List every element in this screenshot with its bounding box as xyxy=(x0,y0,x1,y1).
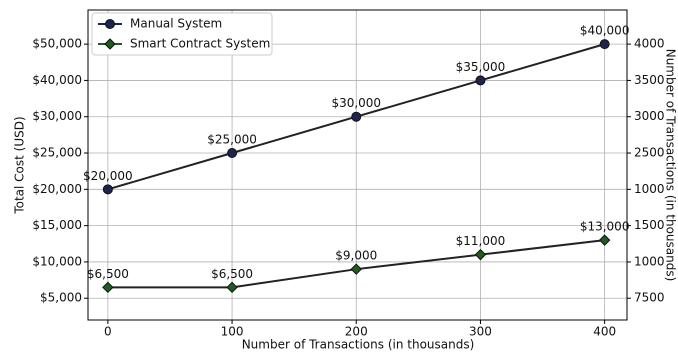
x-tick-label: 100 xyxy=(221,325,244,339)
y2-tick-label: 4000 xyxy=(634,37,665,51)
x-tick-label: 0 xyxy=(104,325,112,339)
marker xyxy=(474,248,487,261)
marker xyxy=(102,184,113,195)
y-tick-label: $40,000 xyxy=(32,73,82,87)
marker xyxy=(350,263,362,275)
y-tick-label: $10,000 xyxy=(32,254,82,268)
marker xyxy=(599,39,610,50)
y-tick-label: $30,000 xyxy=(32,109,82,123)
y-axis-title: Total Cost (USD) xyxy=(13,116,27,214)
marker xyxy=(598,234,611,246)
y2-tick-label: 7500 xyxy=(634,291,665,305)
data-label: $6,500 xyxy=(211,267,253,281)
x-tick-label: 200 xyxy=(345,325,368,339)
legend-box xyxy=(91,12,273,56)
data-label: $6,500 xyxy=(87,267,129,281)
y-tick-label: $5,000 xyxy=(40,291,82,305)
marker xyxy=(226,281,238,294)
y2-tick-label: 1000 xyxy=(634,182,665,196)
y2-tick-label: 2500 xyxy=(634,146,665,160)
data-label: $9,000 xyxy=(335,249,377,263)
legend-label: Manual System xyxy=(130,17,222,31)
y2-tick-label: 1500 xyxy=(634,218,665,232)
data-label: $40,000 xyxy=(580,24,630,38)
y-tick-label: $20,000 xyxy=(32,182,82,196)
data-label: $13,000 xyxy=(580,220,630,234)
data-label: $20,000 xyxy=(83,169,133,183)
y2-tick-label: 3500 xyxy=(634,73,665,87)
y2-tick-label: 3000 xyxy=(634,109,665,123)
data-label: $11,000 xyxy=(456,234,506,248)
data-label: $35,000 xyxy=(456,60,506,74)
y-tick-label: $25,000 xyxy=(32,146,82,160)
legend-marker xyxy=(104,38,116,50)
x-tick-label: 300 xyxy=(469,325,492,339)
marker xyxy=(475,75,486,86)
y-tick-label: $50,000 xyxy=(32,37,82,51)
y2-tick-label: 1000 xyxy=(634,254,665,268)
grid xyxy=(88,10,627,320)
x-tick-label: 400 xyxy=(593,325,616,339)
x-axis-title: Number of Transactions (in thousands) xyxy=(242,338,475,352)
marker xyxy=(351,111,362,122)
data-label: $30,000 xyxy=(331,96,381,110)
y2-axis-title: Number of Transactions (in thousands) xyxy=(664,49,678,282)
legend-marker xyxy=(105,19,115,29)
marker xyxy=(102,281,114,294)
data-label: $25,000 xyxy=(207,133,257,147)
legend-label: Smart Contract System xyxy=(130,37,270,51)
legend: Manual System Smart Contract System xyxy=(91,12,273,56)
marker xyxy=(227,148,238,159)
plot-frame xyxy=(87,9,628,321)
y-tick-label: $15,000 xyxy=(32,218,82,232)
